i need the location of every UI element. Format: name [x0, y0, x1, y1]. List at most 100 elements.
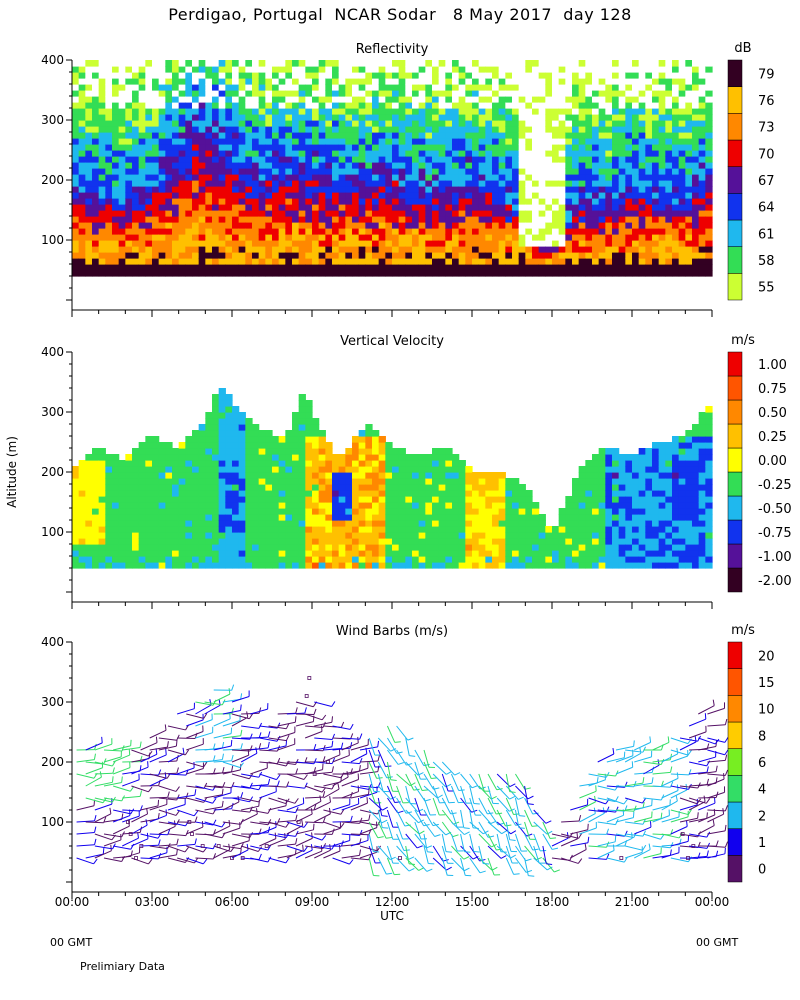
reflectivity-cell — [332, 168, 340, 175]
velocity-cell — [572, 496, 580, 503]
reflectivity-cell — [385, 132, 393, 139]
velocity-cell — [458, 478, 466, 485]
reflectivity-cell — [518, 246, 526, 253]
reflectivity-cell — [625, 168, 633, 175]
reflectivity-cell — [498, 246, 506, 253]
reflectivity-cell — [332, 174, 340, 181]
reflectivity-cell — [645, 246, 653, 253]
velocity-cell — [312, 424, 320, 431]
velocity-cell — [392, 544, 400, 551]
reflectivity-cell — [605, 84, 613, 91]
reflectivity-cell — [525, 186, 533, 193]
velocity-cell — [118, 514, 126, 521]
reflectivity-cell — [532, 138, 540, 145]
velocity-cell — [138, 514, 146, 521]
velocity-cell — [225, 514, 233, 521]
velocity-cell — [312, 436, 320, 443]
reflectivity-cell — [212, 192, 220, 199]
velocity-cell — [318, 490, 326, 497]
reflectivity-cell — [652, 132, 660, 139]
reflectivity-cell — [252, 144, 260, 151]
reflectivity-cell — [398, 66, 406, 73]
velocity-cell — [278, 490, 286, 497]
reflectivity-cell — [605, 210, 613, 217]
velocity-cell — [352, 448, 360, 455]
reflectivity-cell — [372, 120, 380, 127]
reflectivity-cell — [685, 162, 693, 169]
velocity-cell — [158, 532, 166, 539]
reflectivity-cell — [485, 258, 493, 265]
reflectivity-cell — [705, 192, 713, 199]
velocity-cell — [532, 502, 540, 509]
velocity-cell — [165, 538, 173, 545]
reflectivity-cell — [672, 198, 680, 205]
reflectivity-cell — [292, 234, 300, 241]
reflectivity-cell — [585, 234, 593, 241]
reflectivity-cell — [198, 180, 206, 187]
reflectivity-cell — [532, 72, 540, 79]
reflectivity-cell — [158, 252, 166, 259]
reflectivity-cell — [392, 204, 400, 211]
reflectivity-cell — [652, 162, 660, 169]
reflectivity-cell — [498, 102, 506, 109]
velocity-cell — [198, 460, 206, 467]
reflectivity-cell — [705, 132, 713, 139]
velocity-cell — [485, 514, 493, 521]
reflectivity-cell — [405, 192, 413, 199]
velocity-cell — [178, 454, 186, 461]
velocity-cell — [458, 508, 466, 515]
velocity-cell — [332, 478, 340, 485]
velocity-cell — [452, 556, 460, 563]
reflectivity-cell — [685, 96, 693, 103]
reflectivity-cell — [332, 246, 340, 253]
velocity-cell — [405, 514, 413, 521]
reflectivity-cell — [578, 228, 586, 235]
velocity-cell — [212, 514, 220, 521]
reflectivity-cell — [592, 192, 600, 199]
velocity-cell — [218, 406, 226, 413]
reflectivity-cell — [472, 204, 480, 211]
reflectivity-cell — [685, 180, 693, 187]
reflectivity-cell — [185, 192, 193, 199]
velocity-cell — [78, 520, 86, 527]
reflectivity-cell — [372, 174, 380, 181]
reflectivity-cell — [632, 78, 640, 85]
reflectivity-cell — [565, 192, 573, 199]
reflectivity-cell — [218, 126, 226, 133]
velocity-cell — [352, 436, 360, 443]
reflectivity-cell — [658, 120, 666, 127]
reflectivity-cell — [545, 258, 553, 265]
reflectivity-cell — [272, 120, 280, 127]
reflectivity-cell — [385, 90, 393, 97]
velocity-cell — [272, 472, 280, 479]
reflectivity-cell — [545, 246, 553, 253]
reflectivity-cell — [365, 78, 373, 85]
reflectivity-cell — [152, 90, 160, 97]
reflectivity-cell — [245, 108, 253, 115]
reflectivity-cell — [652, 258, 660, 265]
velocity-cell — [265, 520, 273, 527]
reflectivity-cell — [658, 198, 666, 205]
reflectivity-cell — [352, 270, 360, 277]
velocity-cell — [185, 466, 193, 473]
reflectivity-cell — [678, 90, 686, 97]
velocity-cell — [565, 562, 573, 569]
reflectivity-cell — [98, 216, 106, 223]
reflectivity-cell — [385, 84, 393, 91]
velocity-cell — [172, 520, 180, 527]
reflectivity-cell — [405, 186, 413, 193]
velocity-cell — [412, 472, 420, 479]
reflectivity-cell — [278, 210, 286, 217]
reflectivity-cell — [618, 204, 626, 211]
reflectivity-cell — [465, 270, 473, 277]
velocity-cell — [438, 460, 446, 467]
reflectivity-cell — [698, 186, 706, 193]
reflectivity-cell — [185, 102, 193, 109]
reflectivity-cell — [112, 108, 120, 115]
reflectivity-cell — [505, 162, 513, 169]
reflectivity-cell — [298, 114, 306, 121]
velocity-cell — [252, 556, 260, 563]
reflectivity-cell — [665, 144, 673, 151]
reflectivity-cell — [145, 240, 153, 247]
velocity-cell — [485, 490, 493, 497]
